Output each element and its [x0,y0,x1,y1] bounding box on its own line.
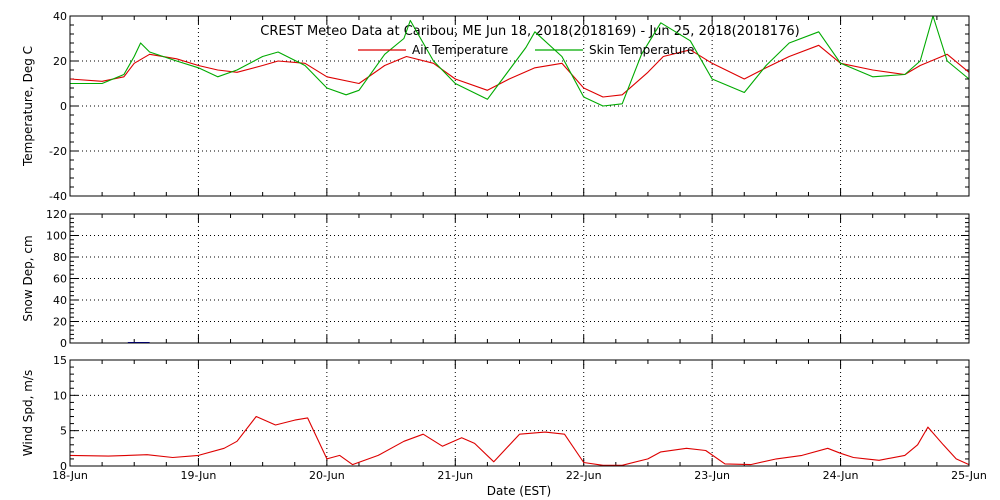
x-tick-label: 25-Jun [951,469,987,482]
snow-depth-y-tick-label: 0 [60,337,67,350]
x-axis-title: Date (EST) [487,484,551,498]
temperature-y-tick-label: 40 [53,10,67,23]
snow-depth-y-tick-label: 80 [53,251,67,264]
wind-speed-y-tick-label: 5 [60,425,67,438]
legend: Air Temperature Skin Temperature [358,43,694,57]
snow-depth-y-tick-label: 20 [53,316,67,329]
temperature-series-line-0 [69,44,970,98]
legend-label-0: Air Temperature [412,43,508,57]
x-tick-label: 20-Jun [309,469,345,482]
snow-depth-y-tick-label: 120 [46,208,67,221]
x-tick-label: 22-Jun [566,469,602,482]
snow-depth-y-tick-label: 100 [46,230,67,243]
x-tick-label: 21-Jun [437,469,473,482]
wind-speed-y-axis-title: Wind Spd, m/s [21,370,35,456]
wind-speed-y-tick-label: 15 [53,354,67,367]
temperature-y-tick-label: 20 [53,55,67,68]
temperature-y-tick-label: -20 [49,145,67,158]
temperature-y-tick-label: -40 [49,190,67,203]
wind-speed-y-tick-label: 0 [60,460,67,473]
snow-depth-y-axis-title: Snow Dep, cm [21,235,35,321]
legend-label-1: Skin Temperature [589,43,694,57]
wind-speed-y-tick-label: 10 [53,389,67,402]
snow-depth-y-tick-label: 40 [53,294,67,307]
x-tick-label: 19-Jun [181,469,217,482]
temperature-plot-frame [69,15,970,197]
temperature-y-axis-title: Temperature, Deg C [21,46,35,167]
wind-speed-series-line-0 [69,415,970,466]
wind-speed-panel: 0 5 10 15 Wind Spd, m/s [21,354,970,473]
temperature-series-line-1 [70,15,970,107]
snow-depth-panel: 0 20 40 60 80 100 120 Snow Dep, cm [21,208,970,350]
x-tick-label: 23-Jun [694,469,730,482]
temperature-panel: -40 -20 0 20 40 Temperature, Deg C Air Tempera… [21,10,970,203]
x-tick-label: 24-Jun [823,469,859,482]
temperature-y-tick-label: 0 [60,100,67,113]
wind-speed-plot-frame [69,359,970,467]
x-tick-label: 18-Jun [52,469,88,482]
chart-title: CREST Meteo Data at Caribou, ME Jun 18, … [260,24,799,39]
snow-depth-plot-frame [69,213,970,344]
chart-panels: -40 -20 0 20 40 Temperature, Deg C Air Tempera… [21,10,987,482]
snow-depth-y-tick-label: 60 [53,273,67,286]
x-tick-labels: 18-Jun 19-Jun 20-Jun 21-Jun 22-Jun 23-Jun 24-J… [52,469,987,482]
